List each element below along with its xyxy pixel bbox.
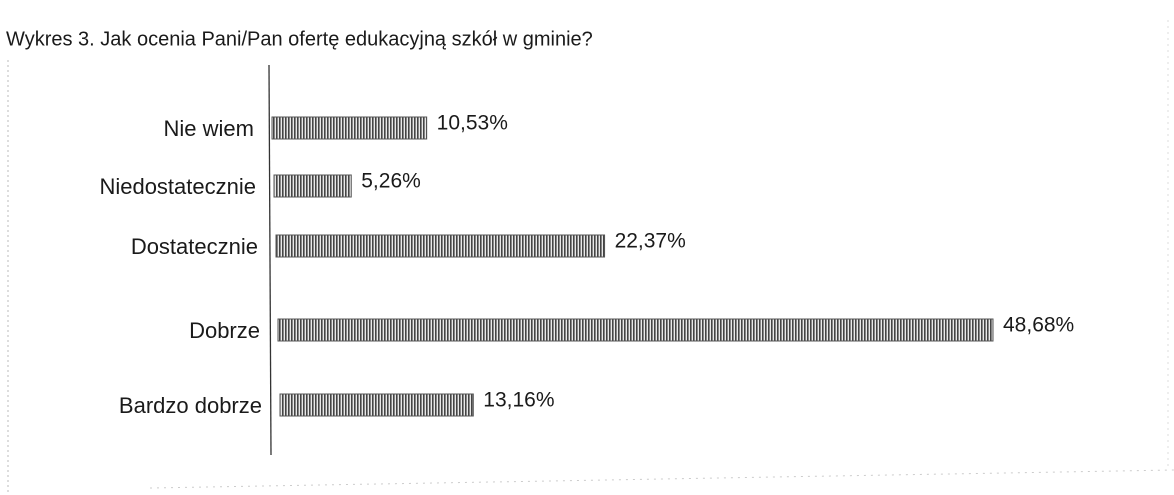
- chart-title: Wykres 3. Jak ocenia Pani/Pan ofertę edu…: [6, 28, 593, 50]
- value-label: 10,53%: [437, 112, 508, 135]
- value-label: 13,16%: [483, 389, 554, 412]
- category-label: Nie wiem: [164, 116, 254, 141]
- value-label: 22,37%: [615, 230, 686, 253]
- category-axis: [268, 64, 272, 456]
- bar: [277, 318, 994, 342]
- category-label: Niedostatecznie: [99, 174, 256, 199]
- category-label: Dostatecznie: [131, 234, 258, 259]
- value-label: 5,26%: [361, 170, 421, 193]
- value-label: 48,68%: [1003, 314, 1074, 337]
- bar: [273, 174, 352, 198]
- bar: [275, 234, 606, 258]
- bar: [279, 393, 474, 417]
- category-label: Bardzo dobrze: [119, 393, 262, 418]
- category-label: Dobrze: [189, 318, 260, 343]
- frame-bottom: [149, 469, 1174, 489]
- bar: [271, 116, 428, 140]
